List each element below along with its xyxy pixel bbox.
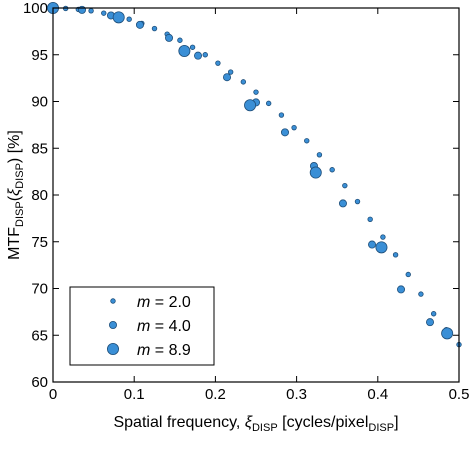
legend-marker <box>107 342 120 355</box>
y-axis-title-close: ) [%] <box>6 130 23 163</box>
data-point <box>223 73 232 82</box>
legend-label-variable: m <box>137 342 150 359</box>
data-point <box>418 291 424 297</box>
legend-label: m = 4.0 <box>137 318 191 335</box>
y-axis-title-open: ( <box>6 195 23 201</box>
legend-marker <box>110 298 116 304</box>
data-point <box>405 271 411 278</box>
data-point <box>426 318 435 327</box>
legend-label: m = 8.9 <box>137 342 191 359</box>
legend-entry: m = 8.9 <box>107 342 191 359</box>
axis-ticks: 0 0.1 0.2 0.3 0.4 0.5 60 65 70 75 80 85 90 95 100 <box>23 0 469 403</box>
data-point <box>368 240 377 249</box>
y-axis-title-symbol-sub: DISP <box>14 163 26 189</box>
x-tick-label: 0.4 <box>367 386 388 403</box>
y-tick-label: 100 <box>23 0 48 17</box>
x-tick-label: 0.2 <box>205 386 226 403</box>
legend-label: m = 2.0 <box>137 294 191 311</box>
data-point <box>278 112 285 118</box>
data-point <box>397 285 406 294</box>
data-point <box>291 124 297 131</box>
data-point <box>135 20 144 29</box>
data-point <box>151 25 158 32</box>
x-axis-title-unit-sub: DISP <box>368 422 394 434</box>
legend-marker <box>109 320 118 329</box>
data-point <box>380 234 386 240</box>
x-axis-title-prefix: Spatial frequency, <box>113 414 244 431</box>
y-tick-label: 60 <box>31 374 48 391</box>
x-axis-title-close: ] <box>394 414 398 431</box>
x-axis-title-symbol-sub: DISP <box>252 422 278 434</box>
legend-entry: m = 4.0 <box>109 318 191 335</box>
x-axis-title: Spatial frequency, ξDISP [cycles/pixelDI… <box>113 414 398 434</box>
data-point <box>338 199 347 208</box>
data-point <box>177 37 183 43</box>
plot-frame <box>52 7 460 383</box>
data-point <box>240 79 247 85</box>
data-point <box>316 152 323 158</box>
y-axis-title-prefix-sub: DISP <box>14 201 26 227</box>
data-point <box>342 182 348 189</box>
y-tick-label: 75 <box>31 234 48 251</box>
legend-box <box>69 286 215 366</box>
x-tick-label: 0.3 <box>286 386 307 403</box>
data-point <box>354 198 361 205</box>
y-tick-label: 80 <box>31 187 48 204</box>
y-tick-label: 90 <box>31 94 48 111</box>
legend-entry: m = 2.0 <box>110 294 191 311</box>
data-point <box>77 5 86 14</box>
data-point <box>367 216 373 223</box>
y-tick-label: 65 <box>31 327 48 344</box>
y-tick-label: 85 <box>31 140 48 157</box>
data-point <box>101 10 107 16</box>
data-point <box>165 33 174 42</box>
y-tick-label: 95 <box>31 47 48 64</box>
series-medium-markers <box>49 4 435 327</box>
data-point <box>202 52 208 58</box>
x-axis-title-symbol: ξ <box>245 414 253 431</box>
y-axis-title: MTFDISP(ξDISP) [%] <box>6 130 26 260</box>
y-tick-label: 70 <box>31 281 48 298</box>
data-point <box>244 99 257 112</box>
legend: m = 2.0m = 4.0m = 8.9 <box>69 286 215 366</box>
legend-label-value: = 8.9 <box>150 342 191 359</box>
x-tick-label: 0.5 <box>449 386 470 403</box>
data-point <box>253 89 259 95</box>
data-point <box>88 8 94 14</box>
legend-label-variable: m <box>137 294 150 311</box>
data-point <box>126 16 132 22</box>
x-axis-title-unit: [cycles/pixel <box>278 414 369 431</box>
x-tick-label: 0.1 <box>124 386 145 403</box>
data-point <box>189 44 196 50</box>
data-point <box>194 51 203 60</box>
data-point <box>178 45 191 58</box>
data-point <box>329 167 335 173</box>
x-tick-label: 0 <box>49 386 57 403</box>
legend-label-value: = 2.0 <box>150 294 191 311</box>
data-point <box>392 252 399 258</box>
legend-label-value: = 4.0 <box>150 318 191 335</box>
data-point <box>112 11 125 24</box>
data-point <box>304 138 310 144</box>
data-point <box>441 327 454 340</box>
y-axis-title-prefix: MTF <box>6 227 23 260</box>
data-point <box>265 100 272 107</box>
data-point <box>280 128 289 137</box>
data-point <box>375 241 388 254</box>
data-point <box>430 311 437 317</box>
legend-label-variable: m <box>137 318 150 335</box>
data-point <box>215 60 221 66</box>
data-point <box>309 166 322 179</box>
data-point <box>227 69 234 75</box>
y-axis-title-symbol: ξ <box>6 188 23 196</box>
